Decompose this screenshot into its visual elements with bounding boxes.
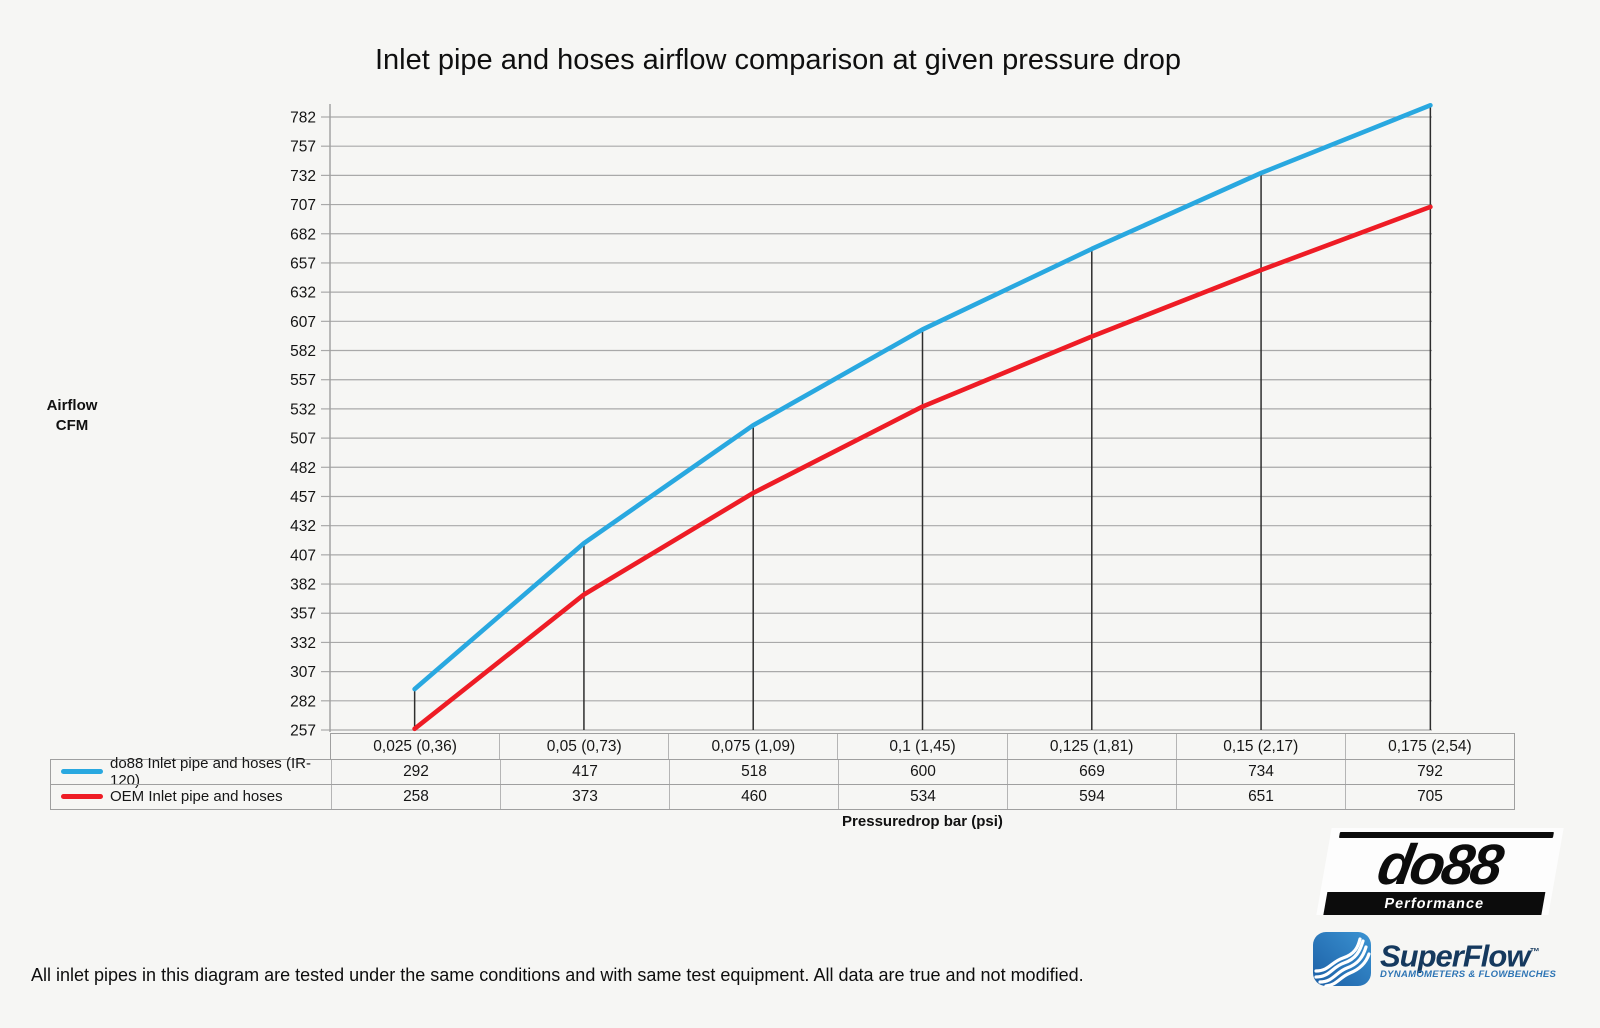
value-cell: 373 — [500, 784, 669, 809]
oem-series-line — [412, 204, 1433, 732]
value-cell: 792 — [1345, 759, 1514, 784]
oem-line-swatch — [61, 794, 103, 800]
y-tick-label: 332 — [290, 635, 316, 652]
y-tick-label: 482 — [290, 460, 316, 477]
category-cell: 0,1 (1,45) — [837, 734, 1006, 759]
y-axis-label: Airflow CFM — [22, 396, 122, 436]
value-cell: 460 — [669, 784, 838, 809]
y-tick-label: 307 — [290, 664, 316, 681]
superflow-tm: ™ — [1529, 947, 1540, 959]
do88-logo: do88 Performance — [1316, 828, 1564, 915]
value-cell: 417 — [500, 759, 669, 784]
y-tick-label: 257 — [290, 723, 316, 740]
y-tick-label: 557 — [290, 372, 316, 389]
y-tick-label: 457 — [290, 489, 316, 506]
y-tick-label: 632 — [290, 285, 316, 302]
value-cell: 734 — [1176, 759, 1345, 784]
y-tick-label: 532 — [290, 401, 316, 418]
do88-logo-tagline: Performance — [1323, 892, 1546, 915]
value-cell: 258 — [331, 784, 500, 809]
y-tick-label: 682 — [290, 226, 316, 243]
chart-title: Inlet pipe and hoses airflow comparison … — [374, 44, 1181, 76]
y-tick-label: 657 — [290, 255, 316, 272]
y-tick-label: 782 — [290, 110, 316, 127]
value-cell: 594 — [1007, 784, 1176, 809]
value-cell: 534 — [838, 784, 1007, 809]
y-tick-label: 757 — [290, 139, 316, 156]
category-cell: 0,05 (0,73) — [499, 734, 668, 759]
legend-item-do88: do88 Inlet pipe and hoses (IR-120) — [51, 755, 331, 789]
y-tick-label: 357 — [290, 606, 316, 623]
y-axis-label-line2: CFM — [55, 417, 89, 434]
superflow-name: SuperFlow™ — [1380, 938, 1540, 974]
value-cell: 518 — [669, 759, 838, 784]
y-tick-label: 382 — [290, 577, 316, 594]
y-tick-label: 507 — [290, 431, 316, 448]
category-cell: 0,175 (2,54) — [1344, 734, 1514, 759]
superflow-flow-icon — [1313, 932, 1371, 987]
oem-legend-label: OEM Inlet pipe and hoses — [110, 788, 283, 806]
y-tick-label: 582 — [290, 343, 316, 360]
x-axis-title: Pressuredrop bar (psi) — [842, 813, 1003, 830]
y-tick-label: 707 — [290, 197, 316, 214]
value-cell: 292 — [331, 759, 500, 784]
y-tick-label: 282 — [290, 693, 316, 710]
superflow-logo: SuperFlow™ DYNAMOMETERS & FLOWBENCHES — [1312, 931, 1556, 987]
value-cell: 651 — [1176, 784, 1345, 809]
do88-series-line — [412, 103, 1433, 692]
value-cell: 669 — [1007, 759, 1176, 784]
category-cell: 0,025 (0,36) — [373, 737, 457, 755]
oem-series-row: OEM Inlet pipe and hoses 258 373 460 534 594… — [50, 783, 1515, 810]
category-cell: 0,15 (2,17) — [1175, 734, 1345, 759]
value-cell: 600 — [838, 759, 1007, 784]
y-tick-label: 432 — [290, 518, 316, 535]
category-cell: 0,125 (1,81) — [1006, 734, 1176, 759]
do88-series-row: do88 Inlet pipe and hoses (IR-120) 292 41… — [50, 755, 1515, 789]
do88-line-swatch — [61, 769, 103, 775]
y-tick-label: 607 — [290, 314, 316, 331]
do88-logo-text: do88 — [1372, 833, 1506, 897]
superflow-tagline: DYNAMOMETERS & FLOWBENCHES — [1380, 968, 1557, 980]
superflow-logo-text: SuperFlow™ DYNAMOMETERS & FLOWBENCHES — [1380, 938, 1557, 980]
y-tick-label: 407 — [290, 547, 316, 564]
category-header-row: 0,025 (0,36) 0,05 (0,73) 0,075 (1,09) 0,1 (… — [330, 733, 1515, 760]
do88-legend-label: do88 Inlet pipe and hoses (IR-120) — [110, 754, 311, 789]
y-tick-label: 732 — [290, 168, 316, 185]
footer-note: All inlet pipes in this diagram are test… — [31, 965, 1084, 985]
legend-item-oem: OEM Inlet pipe and hoses — [51, 785, 331, 810]
category-cell: 0,075 (1,09) — [668, 734, 837, 759]
y-axis-label-line1: Airflow — [46, 397, 98, 414]
value-cell: 705 — [1345, 784, 1514, 809]
